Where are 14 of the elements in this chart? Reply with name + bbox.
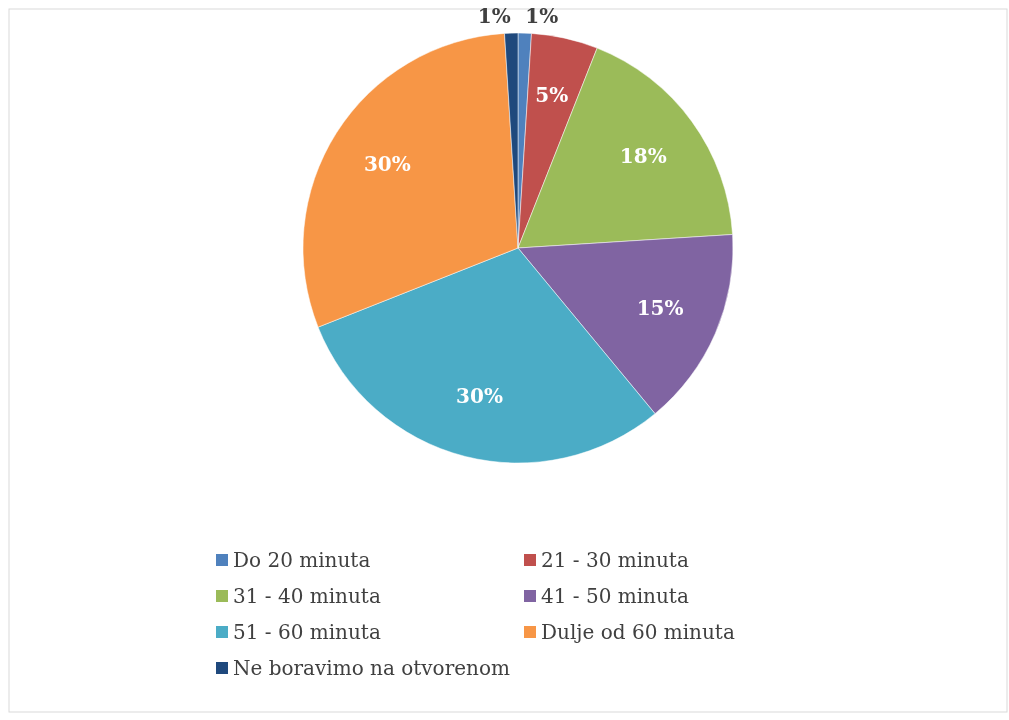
- data-label: 18%: [619, 143, 667, 168]
- legend-label: 31 - 40 minuta: [233, 583, 381, 608]
- legend-label: 41 - 50 minuta: [541, 583, 689, 608]
- data-label: 1%: [477, 3, 511, 28]
- legend-label: Ne boravimo na otvorenom: [233, 655, 510, 680]
- data-label: 15%: [636, 295, 684, 320]
- data-label: 30%: [363, 151, 411, 176]
- data-label: 1%: [525, 3, 559, 28]
- legend-label: 21 - 30 minuta: [541, 547, 689, 572]
- legend-label: 51 - 60 minuta: [233, 619, 381, 644]
- legend-label: Dulje od 60 minuta: [541, 619, 735, 644]
- legend-label: Do 20 minuta: [233, 547, 371, 572]
- data-label: 30%: [456, 384, 503, 409]
- data-label: 5%: [535, 83, 569, 108]
